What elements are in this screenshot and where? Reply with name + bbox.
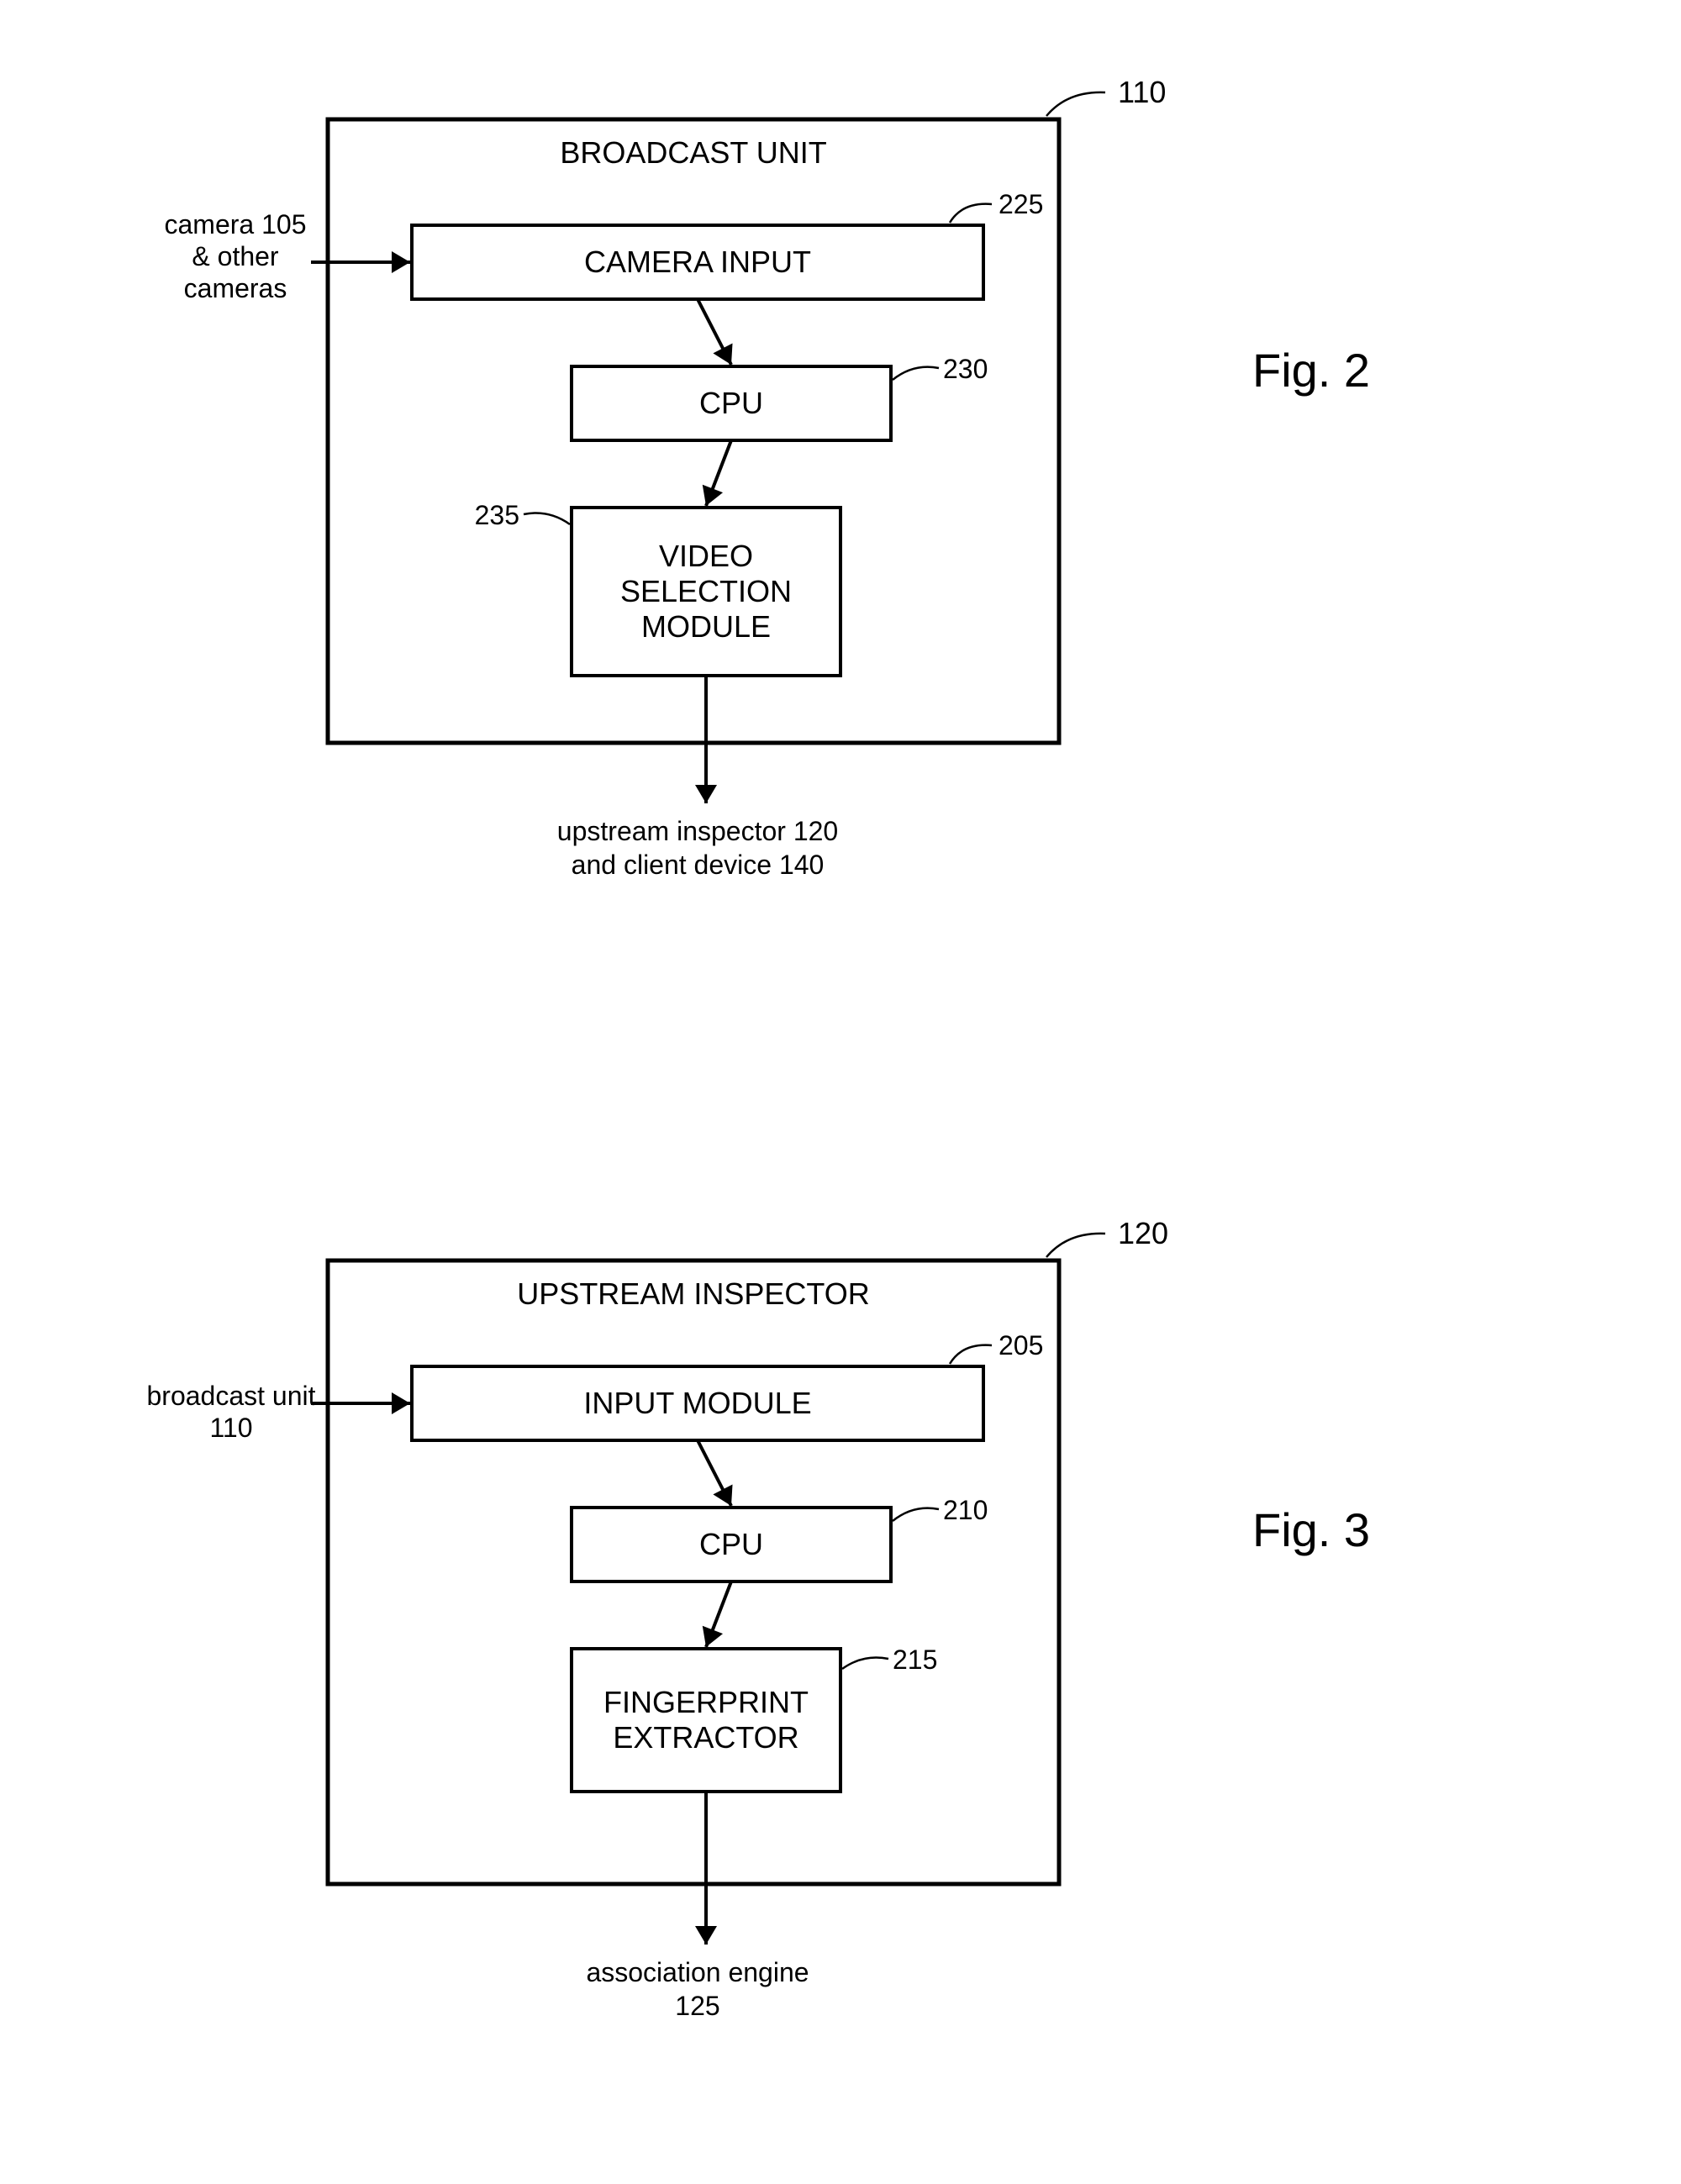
svg-text:broadcast unit: broadcast unit	[146, 1381, 315, 1411]
fig2-camera-input-box-ref: 225	[999, 189, 1043, 219]
fig3-out-label: association engine 125	[586, 1957, 809, 2021]
svg-text:125: 125	[675, 1991, 719, 2021]
fig2-out-label: upstream inspector 120 and client device …	[557, 816, 838, 880]
fig3-input-module-box-ref: 205	[999, 1330, 1043, 1360]
fig3-fingerprint-extractor-box-label: FINGERPRINTEXTRACTOR	[603, 1685, 809, 1755]
fig3-title: UPSTREAM INSPECTOR	[517, 1276, 869, 1311]
fig2-caption: Fig. 2	[1252, 344, 1370, 397]
fig3-input-module-box-label: INPUT MODULE	[583, 1386, 811, 1420]
fig2-broadcast-unit-box-leader	[1046, 92, 1105, 116]
svg-text:VIDEO: VIDEO	[659, 539, 753, 573]
svg-text:cameras: cameras	[184, 273, 287, 303]
fig2-camera-input-box-label: CAMERA INPUT	[584, 245, 811, 279]
svg-text:MODULE: MODULE	[641, 609, 771, 644]
fig3-fingerprint-extractor-box-ref: 215	[893, 1645, 937, 1675]
fig3-input-label: broadcast unit110	[146, 1381, 315, 1443]
fig3-upstream-inspector-box-ref: 120	[1118, 1216, 1168, 1250]
fig2-input-label: camera 105& othercameras	[165, 209, 307, 303]
svg-text:FINGERPRINT: FINGERPRINT	[603, 1685, 809, 1719]
fig3-caption: Fig. 3	[1252, 1503, 1370, 1556]
fig2-cpu-box-ref: 230	[943, 354, 988, 384]
fig2-cpu-box-label: CPU	[699, 386, 763, 420]
svg-text:association engine: association engine	[586, 1957, 809, 1987]
svg-text:upstream inspector 120: upstream inspector 120	[557, 816, 838, 846]
svg-text:EXTRACTOR: EXTRACTOR	[613, 1720, 798, 1755]
svg-text:SELECTION: SELECTION	[620, 574, 792, 608]
fig2-title: BROADCAST UNIT	[560, 135, 826, 170]
fig2-video-selection-module-box-ref: 235	[475, 500, 519, 530]
fig3-cpu-box-ref: 210	[943, 1495, 988, 1525]
svg-text:and client device 140: and client device 140	[572, 850, 825, 880]
svg-text:camera 105: camera 105	[165, 209, 307, 239]
fig2-broadcast-unit-box-ref: 110	[1118, 75, 1166, 109]
svg-text:& other: & other	[192, 241, 279, 271]
svg-text:110: 110	[209, 1413, 252, 1443]
fig3-cpu-box-label: CPU	[699, 1527, 763, 1561]
fig3-upstream-inspector-box-leader	[1046, 1234, 1105, 1257]
